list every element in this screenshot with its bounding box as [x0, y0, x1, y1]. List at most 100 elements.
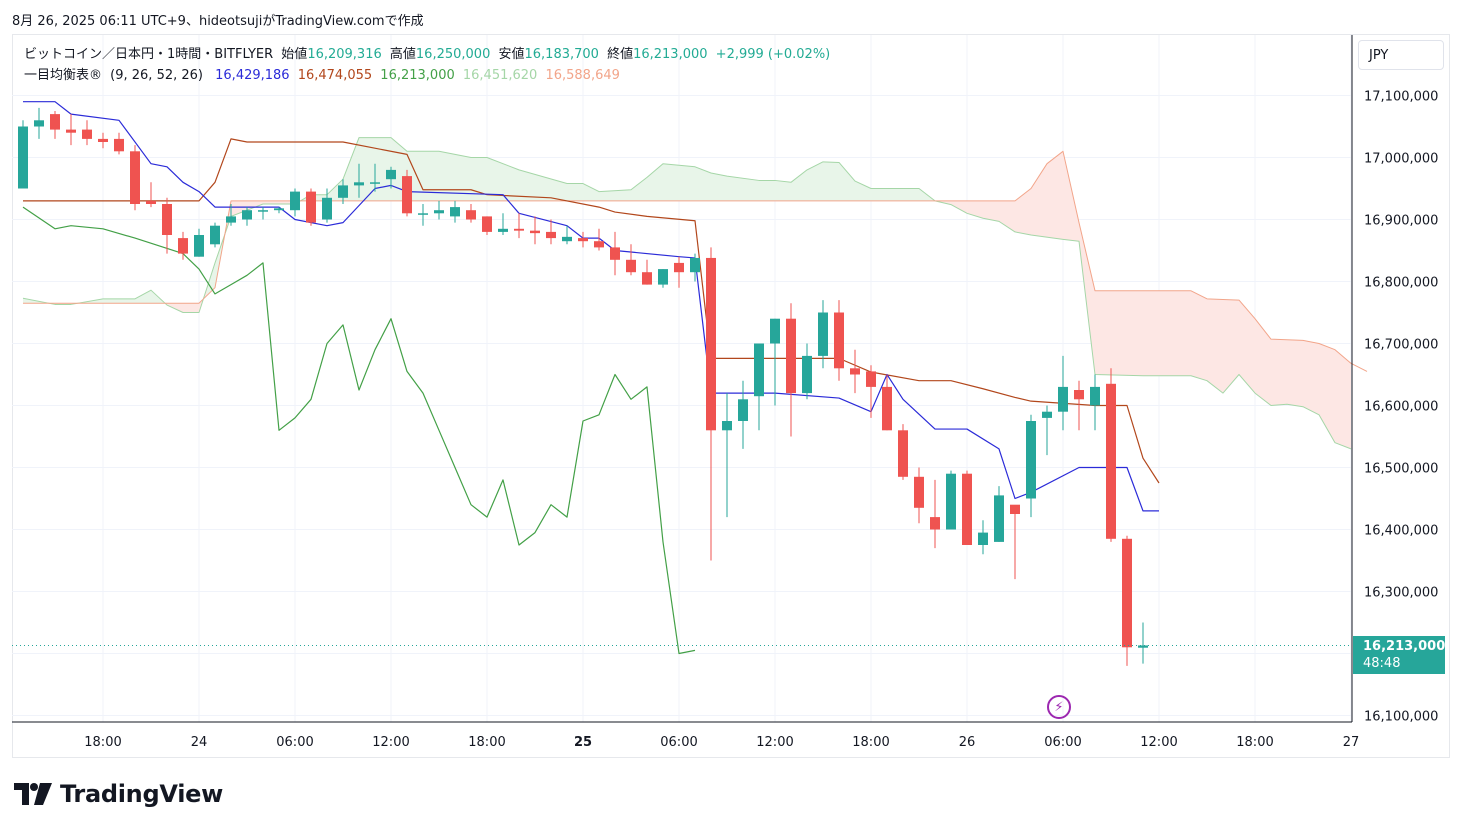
chart-frame[interactable] — [12, 34, 1450, 758]
current-price-tag: 16,213,000 48:48 — [1353, 636, 1445, 674]
legend-change: +2,999 (+0.02%) — [715, 47, 831, 62]
candle-body — [306, 191, 316, 223]
grid — [12, 35, 1352, 722]
candle-body — [402, 176, 412, 214]
candle-body — [178, 238, 188, 254]
candle-body — [322, 197, 332, 220]
legend-ohlc-row: ビットコイン／日本円・1時間・BITFLYER 始値16,209,316 高値 1… — [24, 44, 834, 65]
legend-close-label: 終値 — [607, 47, 634, 62]
candle-body — [1042, 411, 1052, 418]
y-tick-label: 17,000,000 — [1364, 152, 1438, 167]
candle-body — [754, 343, 764, 397]
y-tick-label: 16,900,000 — [1364, 214, 1438, 229]
candle-body — [258, 210, 268, 212]
bar-countdown: 48:48 — [1363, 656, 1401, 671]
candle-body — [978, 532, 988, 545]
candle-body — [658, 269, 668, 285]
candle-body — [514, 228, 524, 231]
candle-body — [18, 126, 28, 189]
candle-body — [418, 213, 428, 215]
candle-body — [386, 169, 396, 180]
candle-body — [770, 318, 780, 344]
legend-high-label: 高値 — [389, 47, 416, 62]
candle-body — [482, 216, 492, 232]
candle-body — [674, 262, 684, 273]
candle-body — [962, 473, 972, 545]
cloud-bullish — [207, 222, 227, 296]
candle-body — [434, 210, 444, 214]
candle-body — [66, 129, 76, 133]
candle-body — [882, 386, 892, 431]
x-tick-label: 25 — [574, 735, 592, 750]
chart-legend: ビットコイン／日本円・1時間・BITFLYER 始値16,209,316 高値 1… — [24, 44, 834, 86]
legend-spanA-value: 16,451,620 — [462, 68, 538, 83]
currency-button[interactable]: JPY — [1358, 40, 1444, 70]
candle-body — [706, 257, 716, 431]
candle-body — [450, 207, 460, 217]
candle-body — [146, 200, 156, 204]
candle-body — [498, 228, 508, 232]
legend-close-value: 16,213,000 — [633, 47, 708, 62]
candle-body — [562, 236, 572, 242]
cloud-bearish — [167, 287, 207, 313]
current-price-value: 16,213,000 — [1363, 639, 1446, 654]
event-bolt-icon[interactable]: ⚡ — [1047, 695, 1071, 719]
candle-body — [610, 247, 620, 260]
candle-body — [594, 241, 604, 248]
candle-body — [802, 355, 812, 394]
candle-body — [642, 272, 652, 285]
candle-body — [290, 191, 300, 211]
candle-body — [50, 114, 60, 130]
x-tick-label: 24 — [191, 735, 208, 750]
chart-caption: 8月 26, 2025 06:11 UTC+9、hideotsujiがTradi… — [12, 14, 424, 29]
x-tick-label: 06:00 — [1044, 735, 1081, 750]
candle-body — [850, 368, 860, 375]
y-tick-label: 16,600,000 — [1364, 400, 1438, 415]
cloud-bearish — [939, 151, 1351, 449]
candle-body — [34, 120, 44, 127]
candle-body — [226, 216, 236, 223]
x-tick-label: 06:00 — [276, 735, 313, 750]
senkou-span-b-line — [23, 150, 1368, 372]
legend-spanB-value: 16,588,649 — [545, 68, 620, 83]
x-tick-label: 18:00 — [1236, 735, 1273, 750]
y-tick-label: 16,800,000 — [1364, 276, 1438, 291]
legend-symbol: ビットコイン／日本円・1時間・BITFLYER — [24, 47, 274, 62]
candle-body — [98, 138, 108, 142]
legend-low-value: 16,183,700 — [524, 47, 599, 62]
legend-low-label: 安値 — [498, 47, 525, 62]
candle-body — [930, 517, 940, 530]
candle-body — [1122, 538, 1132, 648]
x-tick-label: 12:00 — [756, 735, 793, 750]
candle-body — [338, 185, 348, 198]
y-tick-label: 16,700,000 — [1364, 338, 1438, 353]
candle-body — [466, 210, 476, 220]
legend-open-value: 16,209,316 — [307, 47, 382, 62]
tradingview-logo-icon — [14, 783, 52, 805]
chikou-span-line — [22, 206, 696, 655]
x-tick-label: 18:00 — [84, 735, 121, 750]
tradingview-logo[interactable]: TradingView — [14, 780, 223, 808]
legend-open-label: 始値 — [281, 47, 308, 62]
candle-body — [946, 473, 956, 530]
candle-body — [1090, 386, 1100, 406]
candle-body — [994, 495, 1004, 542]
x-tick-label: 26 — [959, 735, 976, 750]
candles — [18, 107, 1148, 666]
candle-body — [738, 399, 748, 421]
candle-body — [898, 430, 908, 477]
x-tick-label: 12:00 — [372, 735, 409, 750]
candle-body — [1058, 386, 1068, 412]
x-tick-label: 06:00 — [660, 735, 697, 750]
legend-indicator-params: (9, 26, 52, 26) — [110, 68, 203, 83]
candle-body — [530, 230, 540, 234]
candle-body — [1138, 645, 1148, 648]
candle-body — [914, 476, 924, 508]
legend-chikou-value: 16,213,000 — [380, 68, 455, 83]
candle-body — [1074, 390, 1084, 400]
candle-body — [130, 151, 140, 204]
candle-body — [210, 225, 220, 245]
y-tick-label: 16,300,000 — [1364, 586, 1438, 601]
axes: 17,100,000 17,000,000 16,900,000 16,800,000… — [12, 35, 1438, 750]
